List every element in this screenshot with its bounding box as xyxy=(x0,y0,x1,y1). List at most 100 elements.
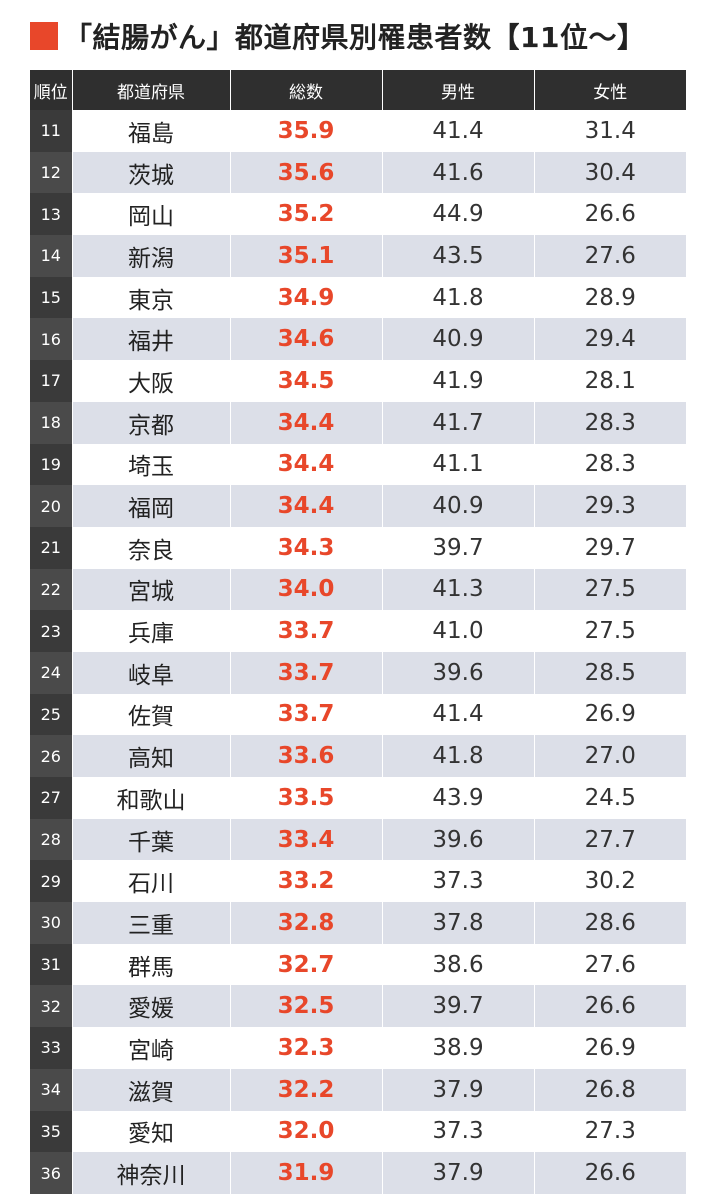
rank-cell: 16 xyxy=(30,318,73,361)
female-cell: 31.4 xyxy=(584,117,636,144)
total-cell: 33.4 xyxy=(230,818,383,861)
male-cell: 41.4 xyxy=(382,110,535,152)
rank-cell: 29 xyxy=(30,860,73,903)
rank-cell: 13 xyxy=(30,193,73,236)
male-cell: 37.3 xyxy=(382,1110,535,1153)
rank-cell: 33 xyxy=(30,1027,73,1069)
female-cell: 27.7 xyxy=(534,818,686,861)
rank-cell: 19 xyxy=(30,443,73,486)
table-row: 27 和歌山 33.5 43.9 24.5 xyxy=(30,777,686,819)
total-cell: 32.5 xyxy=(230,985,383,1028)
male-cell: 37.9 xyxy=(382,1068,535,1111)
female-cell: 28.9 xyxy=(584,284,636,311)
total-cell: 35.6 xyxy=(230,151,383,194)
female-cell: 28.6 xyxy=(534,902,686,944)
prefecture-cell: 宮城 xyxy=(72,568,231,611)
prefecture-cell: 福井 xyxy=(72,318,231,361)
female-cell: 26.6 xyxy=(534,985,686,1028)
table-row: 24 岐阜 33.7 39.6 28.5 xyxy=(30,651,686,694)
rank-cell: 22 xyxy=(30,568,73,611)
female-cell: 28.5 xyxy=(534,651,686,694)
male-cell: 41.9 xyxy=(382,360,535,402)
table-row: 20 福岡 34.4 40.9 29.3 xyxy=(30,485,686,527)
total-cell: 34.3 xyxy=(230,526,383,569)
table-row: 25 佐賀 33.7 41.4 26.9 xyxy=(30,693,686,736)
prefecture-cell: 東京 xyxy=(72,276,231,319)
male-cell: 40.9 xyxy=(382,485,535,527)
male-cell: 39.7 xyxy=(382,985,535,1028)
male-cell: 43.5 xyxy=(382,235,535,277)
male-cell: 41.8 xyxy=(382,735,535,777)
table-row: 17 大阪 34.5 41.9 28.1 xyxy=(30,360,686,402)
total-cell: 32.3 xyxy=(230,1027,383,1069)
rank-cell: 23 xyxy=(30,610,73,652)
female-cell: 27.0 xyxy=(534,735,686,777)
table-row: 29 石川 33.2 37.3 30.2 xyxy=(30,860,686,903)
table-row: 34 滋賀 32.2 37.9 26.8 xyxy=(30,1068,686,1111)
prefecture-cell: 埼玉 xyxy=(72,443,231,486)
rank-cell: 30 xyxy=(30,902,73,944)
female-cell: 28.3 xyxy=(584,451,636,478)
prefecture-cell: 岐阜 xyxy=(72,651,231,694)
header-male: 男性 xyxy=(382,70,535,110)
prefecture-cell: 奈良 xyxy=(72,526,231,569)
rank-cell: 11 xyxy=(30,110,73,152)
total-cell: 35.1 xyxy=(230,235,383,277)
prefecture-cell: 和歌山 xyxy=(72,777,231,819)
rank-cell: 28 xyxy=(30,818,73,861)
header-total: 総数 xyxy=(230,70,383,110)
total-cell: 34.9 xyxy=(230,276,383,319)
female-cell: 26.8 xyxy=(534,1068,686,1111)
prefecture-cell: 滋賀 xyxy=(72,1068,231,1111)
female-cell: 27.6 xyxy=(534,235,686,277)
female-cell: 26.9 xyxy=(584,701,636,728)
male-cell: 41.8 xyxy=(382,276,535,319)
prefecture-cell: 福島 xyxy=(72,110,231,152)
male-cell: 39.6 xyxy=(382,818,535,861)
total-cell: 33.7 xyxy=(230,651,383,694)
table-row: 23 兵庫 33.7 41.0 27.5 xyxy=(30,610,686,652)
prefecture-cell: 愛知 xyxy=(72,1110,231,1153)
table-body: 11 福島 35.9 41.4 31.4 12 茨城 35.6 41.6 30.4 13 岡山 35.2… xyxy=(30,110,686,1194)
table-row: 22 宮城 34.0 41.3 27.5 xyxy=(30,568,686,611)
rank-cell: 32 xyxy=(30,985,73,1028)
rank-cell: 12 xyxy=(30,151,73,194)
rank-cell: 35 xyxy=(30,1110,73,1153)
table-row: 30 三重 32.8 37.8 28.6 xyxy=(30,902,686,944)
table-row: 35 愛知 32.0 37.3 27.3 xyxy=(30,1110,686,1153)
male-cell: 41.6 xyxy=(382,151,535,194)
total-cell: 34.4 xyxy=(230,401,383,444)
prefecture-cell: 大阪 xyxy=(72,360,231,402)
total-cell: 33.2 xyxy=(230,860,383,903)
prefecture-cell: 福岡 xyxy=(72,485,231,527)
female-cell: 27.6 xyxy=(584,951,636,978)
female-cell: 26.6 xyxy=(584,201,636,228)
ranking-table: 順位 都道府県 総数 男性 女性 11 福島 35.9 41.4 31.4 12 茨城 35.… xyxy=(30,70,686,1194)
prefecture-cell: 三重 xyxy=(72,902,231,944)
total-cell: 34.4 xyxy=(230,485,383,527)
prefecture-cell: 茨城 xyxy=(72,151,231,194)
table-row: 15 東京 34.9 41.8 28.9 xyxy=(30,276,686,319)
female-cell: 27.5 xyxy=(534,568,686,611)
total-cell: 32.2 xyxy=(230,1068,383,1111)
female-cell: 24.5 xyxy=(584,784,636,811)
total-cell: 35.2 xyxy=(230,193,383,236)
rank-cell: 26 xyxy=(30,735,73,777)
female-cell: 29.3 xyxy=(534,485,686,527)
prefecture-cell: 千葉 xyxy=(72,818,231,861)
table-row: 33 宮崎 32.3 38.9 26.9 xyxy=(30,1027,686,1069)
total-cell: 32.7 xyxy=(230,943,383,986)
female-cell: 30.4 xyxy=(534,151,686,194)
total-cell: 32.8 xyxy=(230,902,383,944)
male-cell: 41.7 xyxy=(382,401,535,444)
female-cell: 29.4 xyxy=(534,318,686,361)
male-cell: 38.6 xyxy=(382,943,535,986)
male-cell: 41.3 xyxy=(382,568,535,611)
chart-title-bar: 「結腸がん」都道府県別罹患者数【11位〜】 xyxy=(30,14,645,58)
prefecture-cell: 神奈川 xyxy=(72,1152,231,1194)
rank-cell: 20 xyxy=(30,485,73,527)
table-row: 28 千葉 33.4 39.6 27.7 xyxy=(30,818,686,861)
female-cell: 28.1 xyxy=(584,367,636,394)
rank-cell: 24 xyxy=(30,651,73,694)
male-cell: 41.0 xyxy=(382,610,535,652)
